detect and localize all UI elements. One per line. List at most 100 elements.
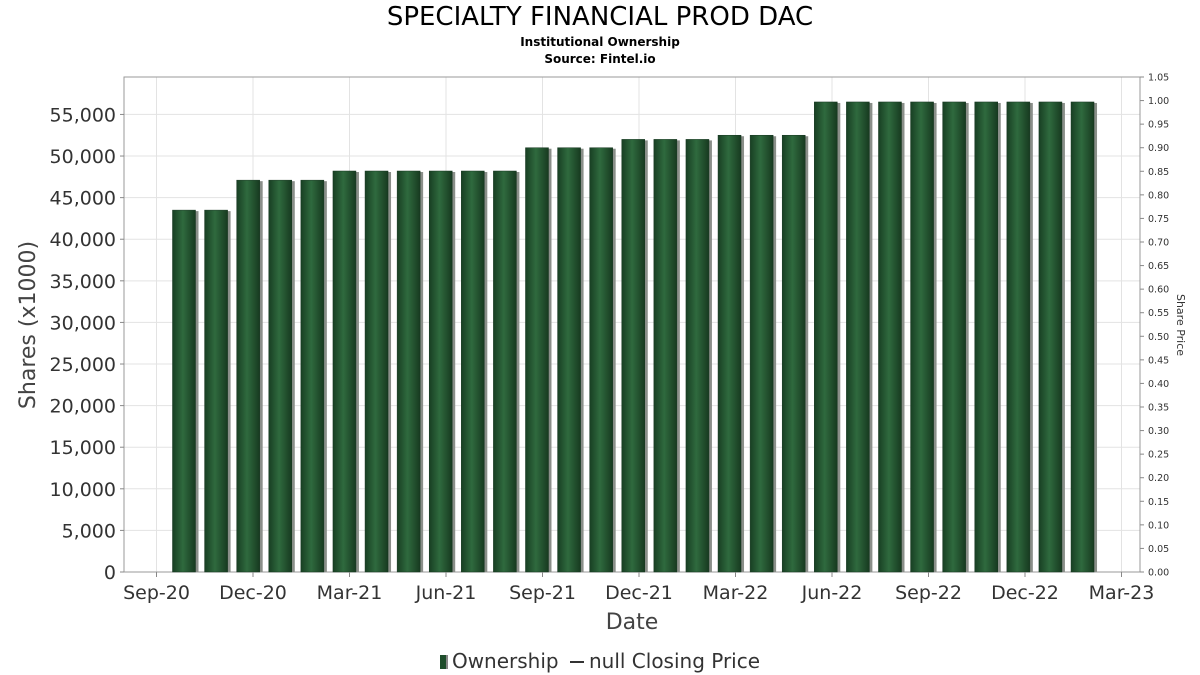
y-tick-label: 45,000 (50, 188, 116, 210)
legend-price-label: null Closing Price (588, 648, 761, 673)
x-axis-label: Date (606, 610, 659, 635)
x-tick-label: Mar-21 (317, 582, 383, 604)
legend: Ownership null Closing Price (0, 646, 1200, 674)
bar-body (332, 170, 357, 573)
y-tick-label: 30,000 (50, 312, 116, 334)
bar-body (717, 134, 742, 573)
y2-axis: 0.00 0.05 0.10 0.15 0.20 0.25 0.30 0.35 0.40 0.45… (1140, 73, 1169, 579)
y2-tick-label: 0.60 (1148, 285, 1169, 296)
bar-body (557, 147, 581, 573)
x-tick-label: Dec-21 (605, 582, 673, 604)
y-tick-label: 55,000 (50, 104, 116, 126)
y-tick-label: 10,000 (50, 479, 116, 501)
bar (846, 101, 873, 573)
y2-tick-label: 0.40 (1148, 379, 1169, 390)
bar (717, 134, 745, 573)
legend-ownership: Ownership (439, 648, 559, 674)
bar (557, 147, 584, 573)
bar (428, 170, 456, 573)
y2-tick-label: 0.45 (1148, 355, 1169, 366)
bar-body (781, 134, 806, 573)
y-tick-label: 40,000 (50, 229, 116, 251)
x-axis: Sep-20 Dec-20 Mar-21 Jun-21 Sep-21 Dec-21 Mar-… (123, 572, 1154, 604)
bar (204, 209, 231, 573)
bar (814, 101, 841, 573)
x-tick-label: Dec-22 (991, 582, 1059, 604)
bar (396, 170, 424, 573)
y-axis-label: Shares (x1000) (16, 241, 41, 409)
bar (332, 170, 359, 573)
bar-body (814, 101, 838, 573)
bar (781, 134, 809, 573)
bar-body (461, 170, 485, 573)
bar-body (685, 139, 710, 573)
y2-tick-label: 0.35 (1148, 403, 1169, 414)
bar-body (493, 170, 517, 573)
y-axis: 0 5,000 10,000 15,000 20,000 25,000 30,000 35,0… (50, 104, 124, 584)
bar (1038, 101, 1065, 573)
bar-body (1038, 101, 1063, 573)
bar (461, 170, 488, 573)
bar (685, 139, 712, 573)
bars (172, 101, 1098, 573)
y2-tick-label: 0.80 (1148, 190, 1169, 201)
y-tick-label: 35,000 (50, 271, 116, 293)
bar-body (236, 179, 260, 573)
x-tick-label: Jun-22 (801, 582, 863, 604)
bar (589, 147, 616, 573)
bar (974, 101, 1001, 573)
bar-body (428, 170, 453, 573)
y2-tick-label: 0.70 (1148, 238, 1169, 249)
y2-tick-label: 0.50 (1148, 332, 1169, 343)
bar (236, 179, 263, 573)
x-tick-label: Mar-23 (1089, 582, 1155, 604)
bar (653, 139, 680, 573)
bar (300, 179, 327, 573)
y2-tick-label: 0.25 (1148, 450, 1169, 461)
y2-tick-label: 0.85 (1148, 167, 1169, 178)
y2-tick-label: 0.75 (1148, 214, 1169, 225)
x-tick-label: Dec-20 (219, 582, 287, 604)
bar-body (653, 139, 678, 573)
y2-tick-label: 0.55 (1148, 308, 1169, 319)
x-tick-label: Mar-22 (703, 582, 769, 604)
chart-source: Source: Fintel.io (544, 52, 656, 66)
y2-tick-label: 0.10 (1148, 520, 1169, 531)
bar (910, 101, 937, 573)
bar (942, 101, 969, 573)
y2-axis-label: Share Price (1174, 294, 1187, 356)
y2-tick-label: 1.05 (1148, 73, 1169, 84)
legend-ownership-label: Ownership (451, 648, 559, 673)
y2-tick-label: 0.05 (1148, 544, 1169, 555)
x-tick-label: Sep-22 (895, 582, 962, 604)
bar-body (204, 209, 228, 573)
bar (172, 209, 199, 573)
bar-body (846, 101, 870, 573)
x-tick-label: Sep-20 (123, 582, 190, 604)
bar-body (172, 209, 196, 573)
bar-body (974, 101, 998, 573)
bar (493, 170, 520, 573)
legend-bar-swatch-icon (439, 655, 448, 669)
y2-tick-label: 0.90 (1148, 143, 1169, 154)
y-tick-label: 15,000 (50, 437, 116, 459)
bar-body (878, 101, 902, 573)
bar (749, 134, 777, 573)
y-tick-label: 5,000 (62, 520, 116, 542)
legend-price: null Closing Price (565, 648, 760, 674)
bar-body (300, 179, 325, 573)
chart-title: SPECIALTY FINANCIAL PROD DAC (386, 2, 814, 32)
y2-tick-label: 0.00 (1148, 568, 1169, 579)
bar (878, 101, 905, 573)
x-tick-label: Jun-21 (415, 582, 477, 604)
x-tick-label: Sep-21 (509, 582, 576, 604)
chart-subtitle: Institutional Ownership (520, 35, 680, 49)
bar-body (268, 179, 293, 573)
bar (1006, 101, 1033, 573)
bar (1070, 101, 1098, 573)
bar (525, 147, 552, 573)
bar-body (396, 170, 421, 573)
bar-body (910, 101, 934, 573)
y-tick-label: 0 (104, 562, 116, 584)
